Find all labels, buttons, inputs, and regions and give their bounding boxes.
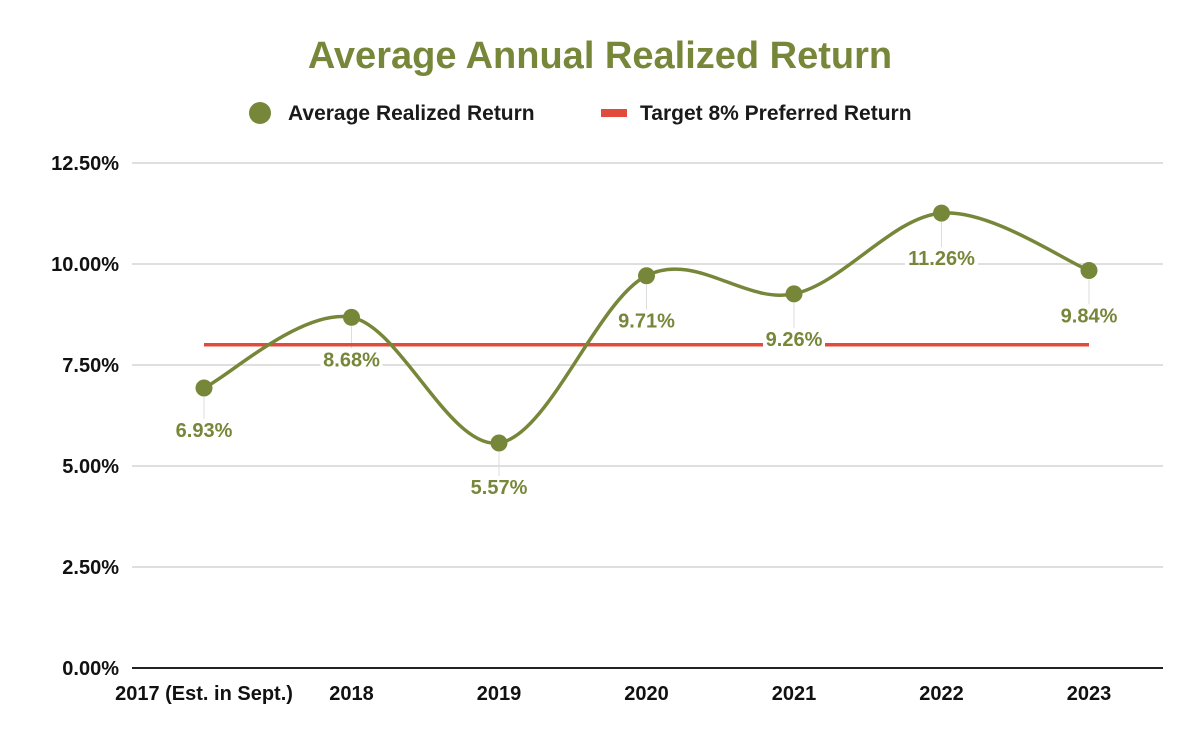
data-label-background bbox=[1058, 304, 1120, 328]
data-points bbox=[195, 204, 1098, 452]
y-tick-label: 10.00% bbox=[51, 254, 119, 276]
data-label: 5.57% bbox=[471, 477, 528, 499]
data-point bbox=[933, 204, 950, 222]
chart-title: Average Annual Realized Return bbox=[308, 35, 892, 77]
x-tick-label: 2020 bbox=[624, 683, 669, 705]
legend-marker-average-realized-return bbox=[249, 102, 271, 124]
y-tick-label: 12.50% bbox=[51, 153, 119, 175]
data-labels: 6.93% 8.68% 5.57% 9.71% 9.26% 11.26% 9.84% bbox=[173, 247, 1120, 499]
data-label: 9.26% bbox=[766, 329, 823, 351]
data-point bbox=[195, 379, 213, 397]
x-tick-label: 2023 bbox=[1067, 683, 1112, 705]
data-point bbox=[343, 308, 360, 326]
data-point bbox=[490, 434, 508, 452]
data-point bbox=[785, 285, 803, 303]
data-label-background bbox=[173, 419, 235, 443]
data-label-background bbox=[468, 475, 530, 499]
data-point bbox=[1080, 261, 1098, 279]
data-label-background bbox=[904, 247, 979, 271]
legend-label-target-return: Target 8% Preferred Return bbox=[640, 102, 912, 125]
y-tick-label: 7.50% bbox=[62, 355, 119, 377]
data-label-background bbox=[763, 327, 825, 351]
data-label: 6.93% bbox=[176, 420, 233, 442]
data-label-leaders bbox=[203, 222, 1090, 476]
legend-marker-target-return bbox=[601, 109, 627, 117]
data-label-background bbox=[615, 309, 678, 333]
data-label: 9.84% bbox=[1061, 305, 1118, 327]
y-tick-label: 5.00% bbox=[62, 456, 119, 478]
x-tick-label: 2017 (Est. in Sept.) bbox=[115, 683, 293, 705]
x-tick-label: 2021 bbox=[772, 683, 817, 705]
x-axis: 2017 (Est. in Sept.) 2018 2019 2020 2021 2022… bbox=[115, 683, 1111, 705]
y-axis: 0.00% 2.50% 5.00% 7.50% 10.00% 12.50% bbox=[51, 153, 119, 680]
data-point bbox=[638, 267, 655, 285]
data-label-background bbox=[320, 348, 383, 372]
y-tick-label: 2.50% bbox=[62, 557, 119, 579]
data-label: 8.68% bbox=[323, 349, 380, 371]
x-tick-label: 2022 bbox=[919, 683, 964, 705]
data-label: 9.71% bbox=[618, 311, 675, 333]
x-tick-label: 2019 bbox=[477, 683, 522, 705]
legend-label-average-realized-return: Average Realized Return bbox=[288, 102, 535, 125]
grid bbox=[132, 162, 1163, 669]
data-label: 11.26% bbox=[908, 248, 975, 270]
legend: Average Realized Return Target 8% Prefer… bbox=[249, 102, 912, 125]
y-tick-label: 0.00% bbox=[62, 658, 119, 680]
x-tick-label: 2018 bbox=[329, 683, 374, 705]
